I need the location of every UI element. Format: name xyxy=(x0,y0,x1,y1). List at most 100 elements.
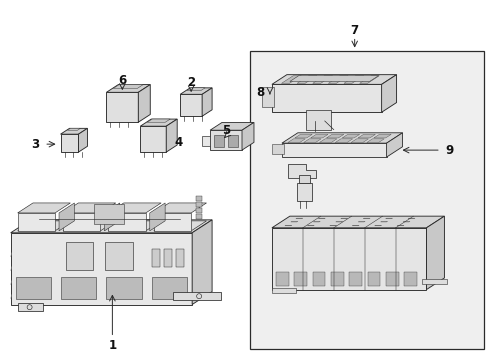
Polygon shape xyxy=(272,288,296,293)
Polygon shape xyxy=(294,272,306,285)
Polygon shape xyxy=(357,221,365,222)
Polygon shape xyxy=(305,110,330,130)
Polygon shape xyxy=(152,249,160,267)
Polygon shape xyxy=(357,134,375,138)
Polygon shape xyxy=(176,249,184,267)
Polygon shape xyxy=(319,139,336,143)
Polygon shape xyxy=(381,75,396,112)
Polygon shape xyxy=(67,128,81,130)
Polygon shape xyxy=(210,130,242,150)
Polygon shape xyxy=(342,134,359,138)
Polygon shape xyxy=(426,216,444,289)
Text: 9: 9 xyxy=(445,144,452,157)
Polygon shape xyxy=(366,139,384,143)
Polygon shape xyxy=(271,216,444,228)
Polygon shape xyxy=(63,221,116,231)
Polygon shape xyxy=(330,272,343,285)
Polygon shape xyxy=(138,85,150,122)
Polygon shape xyxy=(153,221,206,231)
Polygon shape xyxy=(422,279,447,284)
Polygon shape xyxy=(140,119,177,126)
Polygon shape xyxy=(16,276,51,298)
Polygon shape xyxy=(227,135,238,147)
Polygon shape xyxy=(104,203,120,231)
Polygon shape xyxy=(287,164,315,178)
Polygon shape xyxy=(173,292,221,300)
Polygon shape xyxy=(281,76,301,83)
Polygon shape xyxy=(106,85,150,92)
Polygon shape xyxy=(59,203,74,231)
Polygon shape xyxy=(343,76,363,83)
Polygon shape xyxy=(285,225,291,226)
Polygon shape xyxy=(287,139,305,143)
Polygon shape xyxy=(113,85,143,89)
Polygon shape xyxy=(180,88,212,94)
Polygon shape xyxy=(271,84,381,112)
Text: 8: 8 xyxy=(255,86,264,99)
Polygon shape xyxy=(402,221,409,222)
Polygon shape xyxy=(271,75,396,84)
Polygon shape xyxy=(18,203,70,213)
Polygon shape xyxy=(214,135,224,147)
Polygon shape xyxy=(108,213,145,231)
Polygon shape xyxy=(312,76,332,83)
Polygon shape xyxy=(396,225,403,226)
Polygon shape xyxy=(147,119,170,122)
Polygon shape xyxy=(153,213,191,231)
Polygon shape xyxy=(289,76,378,81)
Polygon shape xyxy=(306,225,314,226)
Polygon shape xyxy=(404,272,416,285)
Polygon shape xyxy=(298,175,309,183)
Polygon shape xyxy=(374,225,381,226)
Polygon shape xyxy=(294,134,312,138)
Polygon shape xyxy=(303,139,321,143)
Polygon shape xyxy=(11,220,212,233)
Polygon shape xyxy=(192,220,212,305)
Polygon shape xyxy=(153,203,206,213)
Polygon shape xyxy=(106,92,138,122)
Polygon shape xyxy=(297,76,316,83)
Polygon shape xyxy=(151,276,187,298)
Polygon shape xyxy=(108,221,161,231)
Polygon shape xyxy=(385,272,398,285)
Polygon shape xyxy=(11,233,192,305)
Polygon shape xyxy=(18,213,55,231)
Polygon shape xyxy=(359,76,379,83)
Polygon shape xyxy=(327,76,347,83)
Polygon shape xyxy=(164,249,172,267)
Text: 3: 3 xyxy=(31,138,40,150)
Polygon shape xyxy=(312,272,325,285)
Text: 7: 7 xyxy=(350,24,358,37)
Polygon shape xyxy=(108,203,161,213)
Polygon shape xyxy=(290,221,297,222)
Polygon shape xyxy=(63,203,116,213)
Polygon shape xyxy=(105,242,133,270)
Bar xyxy=(249,50,483,349)
Polygon shape xyxy=(262,87,273,107)
Text: 1: 1 xyxy=(108,339,116,352)
Text: 4: 4 xyxy=(174,136,182,149)
Polygon shape xyxy=(385,218,392,219)
Polygon shape xyxy=(329,225,336,226)
Polygon shape xyxy=(340,218,347,219)
Polygon shape xyxy=(281,133,402,143)
Polygon shape xyxy=(61,276,96,298)
Polygon shape xyxy=(348,272,361,285)
Polygon shape xyxy=(380,221,387,222)
Polygon shape xyxy=(65,242,93,270)
Polygon shape xyxy=(367,272,380,285)
Polygon shape xyxy=(196,214,202,219)
Polygon shape xyxy=(63,213,100,231)
Polygon shape xyxy=(94,204,123,224)
Polygon shape xyxy=(202,88,212,116)
Polygon shape xyxy=(196,196,202,201)
Polygon shape xyxy=(271,144,284,154)
Polygon shape xyxy=(335,139,352,143)
Polygon shape xyxy=(326,134,343,138)
Polygon shape xyxy=(335,221,342,222)
Text: 2: 2 xyxy=(187,76,195,89)
Polygon shape xyxy=(18,221,70,231)
Polygon shape xyxy=(386,133,402,157)
Polygon shape xyxy=(373,134,390,138)
Polygon shape xyxy=(351,225,359,226)
